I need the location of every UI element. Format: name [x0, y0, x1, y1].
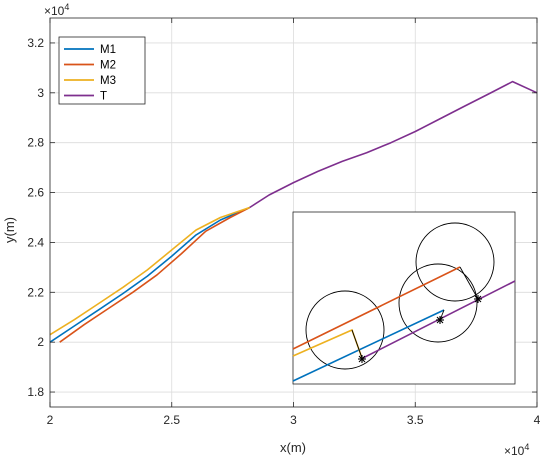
inset-connector-right	[459, 266, 479, 300]
series-line-t	[249, 80, 538, 209]
inset-star-left	[358, 355, 366, 363]
series-line-m2	[59, 206, 251, 343]
x-tick-label: 3.5	[407, 413, 424, 427]
y-tick-label: 2.2	[27, 285, 44, 299]
inset-star-right	[474, 295, 482, 303]
series-line-m3	[49, 206, 250, 336]
inset-star-middle	[436, 316, 444, 324]
x-tick-label: 2	[47, 413, 54, 427]
inset-connector-left	[351, 329, 363, 359]
x-tick-label: 3	[290, 413, 297, 427]
y-tick-label: 1.8	[27, 385, 44, 399]
legend-label-m1: M1	[100, 44, 116, 56]
x-exponent-power: 4	[524, 442, 529, 452]
legend-label-m3: M3	[100, 75, 116, 87]
y-tick-label: 3	[37, 86, 44, 100]
inset-circle-left	[305, 290, 385, 370]
y-exponent: ×104	[44, 2, 69, 18]
series-group	[49, 80, 538, 343]
inset-zoom	[292, 211, 516, 385]
y-exponent-base: ×10	[44, 4, 65, 18]
inset-connector-middle	[439, 309, 445, 321]
inset-circle-right	[415, 222, 495, 302]
x-tick-label: 2.5	[163, 413, 180, 427]
y-axis-label: y(m)	[2, 217, 17, 243]
x-exponent-base: ×10	[504, 444, 525, 458]
y-tick-label: 2.8	[27, 136, 44, 150]
series-line-m1	[49, 206, 251, 343]
legend-label-t: T	[100, 91, 107, 103]
inset-circle-middle	[398, 263, 478, 343]
inset-line-m2	[292, 266, 461, 350]
legend-label-m2: M2	[100, 60, 116, 72]
x-tick-label: 4	[534, 413, 541, 427]
ticks: 2 2.5 3 3.5 41.822.22.42.62.833.2	[27, 18, 541, 427]
y-tick-label: 2.4	[27, 235, 44, 249]
inset-line-m1	[292, 309, 445, 382]
x-axis-label: x(m)	[280, 440, 306, 455]
x-exponent: ×104	[504, 442, 529, 458]
y-tick-label: 2.6	[27, 186, 44, 200]
y-tick-label: 3.2	[27, 36, 44, 50]
y-exponent-power: 4	[64, 2, 69, 12]
legend: M1 M2 M3 T	[58, 36, 146, 105]
y-tick-label: 2	[37, 335, 44, 349]
